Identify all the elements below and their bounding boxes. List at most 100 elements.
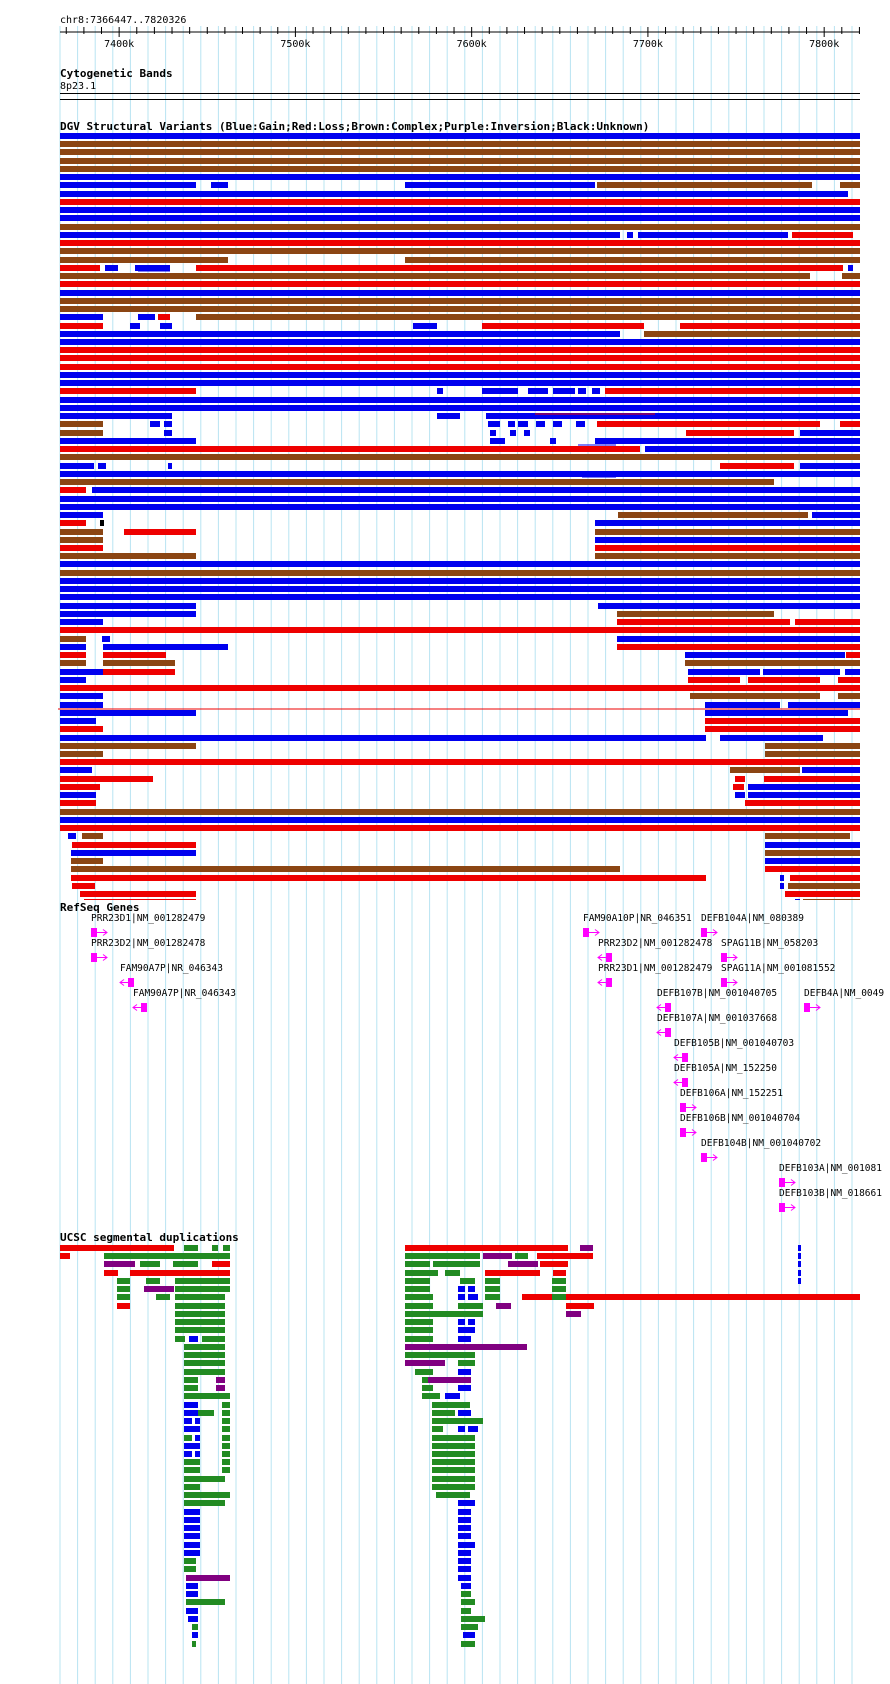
dgv-variant-complex[interactable] [617, 611, 774, 617]
gene-label[interactable]: FAM90A7P|NR_046343 [120, 963, 223, 974]
dgv-variant-loss[interactable] [60, 759, 860, 765]
dgv-variant-complex[interactable] [60, 553, 196, 559]
gene-label[interactable]: DEFB104B|NM_001040702 [701, 1138, 822, 1149]
dgv-variant-gain[interactable] [60, 504, 860, 510]
dgv-variant-gain[interactable] [60, 413, 172, 419]
gene-exon[interactable] [680, 1128, 686, 1137]
dgv-variant-gain[interactable] [130, 323, 140, 329]
segdup-blue[interactable] [463, 1632, 475, 1638]
dgv-variant-loss[interactable] [792, 232, 853, 238]
segdup-blue[interactable] [445, 1393, 460, 1399]
dgv-variant-loss[interactable] [748, 677, 820, 683]
dgv-variant-complex[interactable] [60, 298, 860, 304]
segdup-blue[interactable] [458, 1294, 465, 1300]
segdup-purple[interactable] [186, 1575, 230, 1581]
dgv-variant-gain[interactable] [617, 636, 860, 642]
segdup-green[interactable] [146, 1278, 160, 1284]
dgv-variant-gain[interactable] [595, 537, 860, 543]
segdup-green[interactable] [432, 1484, 475, 1490]
dgv-variant-gain[interactable] [60, 792, 96, 798]
dgv-variant-loss[interactable] [60, 199, 860, 205]
dgv-variant-loss[interactable] [60, 685, 860, 691]
segdup-green[interactable] [432, 1451, 475, 1457]
dgv-variant-gain[interactable] [60, 578, 860, 584]
segdup-green[interactable] [184, 1377, 198, 1383]
segdup-green[interactable] [175, 1336, 185, 1342]
dgv-variant-complex[interactable] [60, 636, 86, 642]
coordinate-ruler[interactable]: 7400k 7500k 7600k 7700k 7800k [0, 26, 890, 48]
segdup-blue[interactable] [468, 1294, 478, 1300]
segdup-green[interactable] [117, 1278, 130, 1284]
segdup-blue[interactable] [195, 1451, 200, 1457]
dgv-variant-complex[interactable] [71, 866, 620, 872]
segdup-green[interactable] [222, 1435, 230, 1441]
dgv-variant-gain[interactable] [71, 850, 196, 856]
segdup-green[interactable] [222, 1443, 230, 1449]
dgv-variant-gain[interactable] [150, 421, 160, 427]
gene-exon[interactable] [91, 953, 97, 962]
dgv-variant-gain[interactable] [780, 875, 784, 881]
dgv-variant-loss[interactable] [60, 776, 153, 782]
segdup-green[interactable] [223, 1245, 230, 1251]
gene-label[interactable]: DEFB103A|NM_001081 [779, 1163, 882, 1174]
gene-label[interactable]: FAM90A7P|NR_046343 [133, 988, 236, 999]
dgv-variant-loss[interactable] [482, 323, 644, 329]
segdup-green[interactable] [461, 1599, 475, 1605]
gene-label[interactable]: DEFB107B|NM_001040705 [657, 988, 778, 999]
dgv-variant-complex[interactable] [60, 273, 810, 279]
segdup-green[interactable] [117, 1294, 130, 1300]
segdup-purple[interactable] [144, 1286, 174, 1292]
dgv-variant-complex[interactable] [803, 899, 860, 900]
segdup-green[interactable] [405, 1303, 433, 1309]
dgv-variant-gain[interactable] [60, 290, 860, 296]
gene-label[interactable]: PRR23D2|NM_001282478 [91, 938, 206, 949]
dgv-variant-gain[interactable] [845, 669, 860, 675]
segdup-green[interactable] [175, 1327, 225, 1333]
dgv-variant-complex[interactable] [730, 767, 800, 773]
segdup-blue[interactable] [468, 1286, 475, 1292]
segdup-blue[interactable] [184, 1410, 198, 1416]
dgv-variant-gain[interactable] [168, 463, 172, 469]
dgv-variant-loss[interactable] [60, 347, 860, 353]
gene-exon[interactable] [128, 978, 134, 987]
gene-label[interactable]: SPAG11B|NM_058203 [721, 938, 819, 949]
dgv-variant-loss[interactable] [745, 800, 860, 806]
dgv-variant-gain[interactable] [800, 430, 860, 436]
dgv-variant-loss[interactable] [60, 545, 103, 551]
segdup-blue[interactable] [184, 1418, 192, 1424]
gene-label[interactable]: DEFB4A|NM_0049 [804, 988, 885, 999]
dgv-variant-gain[interactable] [60, 331, 620, 337]
dgv-variant-gain[interactable] [848, 265, 853, 271]
segdup-blue[interactable] [798, 1261, 801, 1267]
segdup-blue[interactable] [798, 1253, 801, 1259]
dgv-variant-loss[interactable] [733, 784, 744, 790]
segdup-green[interactable] [458, 1360, 475, 1366]
dgv-variant-gain[interactable] [60, 644, 86, 650]
dgv-variant-loss[interactable] [720, 463, 794, 469]
dgv-variant-gain[interactable] [405, 182, 595, 188]
segdup-green[interactable] [460, 1278, 475, 1284]
dgv-variant-complex[interactable] [60, 809, 860, 815]
dgv-variant-gain[interactable] [528, 388, 548, 394]
segdup-green[interactable] [461, 1608, 471, 1614]
segdup-green[interactable] [485, 1278, 500, 1284]
segdup-green[interactable] [461, 1616, 485, 1622]
dgv-variant-loss[interactable] [790, 875, 860, 881]
dgv-variant-complex[interactable] [60, 248, 860, 254]
segdup-blue[interactable] [189, 1336, 198, 1342]
segdup-green[interactable] [175, 1311, 225, 1317]
segdup-track-title[interactable]: UCSC segmental duplications [60, 1231, 239, 1244]
segdup-blue[interactable] [458, 1426, 465, 1432]
segdup-purple[interactable] [428, 1377, 471, 1383]
dgv-variant-loss[interactable] [846, 652, 860, 658]
dgv-variant-complex[interactable] [765, 850, 860, 856]
dgv-variant-gain[interactable] [788, 702, 860, 708]
gene-exon[interactable] [804, 1003, 810, 1012]
segdup-blue[interactable] [798, 1278, 801, 1284]
segdup-blue[interactable] [184, 1517, 200, 1523]
dgv-variant-complex[interactable] [60, 421, 103, 427]
dgv-variant-loss[interactable] [617, 619, 790, 625]
gene-exon[interactable] [91, 928, 97, 937]
segdup-green[interactable] [461, 1641, 475, 1647]
segdup-green[interactable] [198, 1410, 214, 1416]
